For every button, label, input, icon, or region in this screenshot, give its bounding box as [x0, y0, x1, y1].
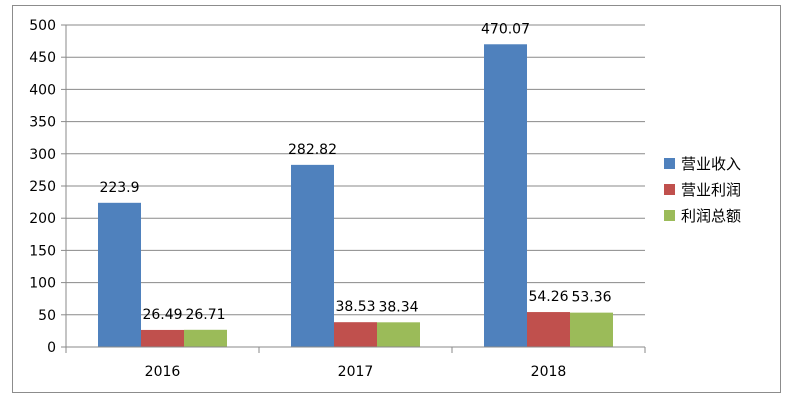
- y-tick-label: 200: [29, 211, 56, 227]
- y-tick-label: 450: [29, 50, 56, 66]
- y-tick-label: 350: [29, 115, 56, 131]
- axes: [61, 24, 646, 353]
- bar-营业利润: [527, 312, 570, 347]
- legend-label: 营业利润: [681, 181, 741, 199]
- legend-label: 利润总额: [681, 207, 741, 225]
- data-label: 26.49: [142, 307, 182, 323]
- data-label: 38.53: [335, 299, 375, 315]
- x-tick-label: 2018: [531, 364, 567, 380]
- y-tick-label: 150: [29, 243, 56, 259]
- y-tick-label: 250: [29, 179, 56, 195]
- data-label: 223.9: [99, 180, 139, 196]
- legend-swatch: [664, 210, 675, 221]
- bars: [98, 44, 613, 347]
- gridlines: [66, 24, 645, 316]
- y-tick-label: 50: [38, 308, 56, 324]
- legend-swatch: [664, 184, 675, 195]
- bar-利润总额: [570, 312, 613, 347]
- y-tick-label: 0: [47, 340, 56, 356]
- bar-营业收入: [291, 164, 334, 347]
- bar-营业收入: [98, 202, 141, 347]
- bar-利润总额: [184, 329, 227, 347]
- data-label: 38.34: [378, 299, 418, 315]
- bar-营业利润: [334, 322, 377, 347]
- labels: 0 50 100 150 200 250 300 350 400 450 500 223.9 26.49…: [29, 18, 611, 380]
- y-tick-label: 500: [29, 18, 56, 34]
- legend-label: 营业收入: [681, 155, 741, 173]
- x-tick-label: 2017: [338, 364, 374, 380]
- data-label: 282.82: [288, 142, 337, 158]
- data-label: 470.07: [481, 21, 530, 37]
- y-tick-label: 100: [29, 276, 56, 292]
- data-label: 53.36: [571, 290, 611, 306]
- data-label: 26.71: [185, 307, 225, 323]
- bar-利润总额: [377, 322, 420, 347]
- legend-swatch: [664, 158, 675, 169]
- y-tick-label: 300: [29, 147, 56, 163]
- bar-营业利润: [141, 329, 184, 347]
- data-label: 54.26: [528, 289, 568, 305]
- bar-营业收入: [484, 44, 527, 347]
- y-tick-label: 400: [29, 82, 56, 98]
- x-tick-label: 2016: [145, 364, 181, 380]
